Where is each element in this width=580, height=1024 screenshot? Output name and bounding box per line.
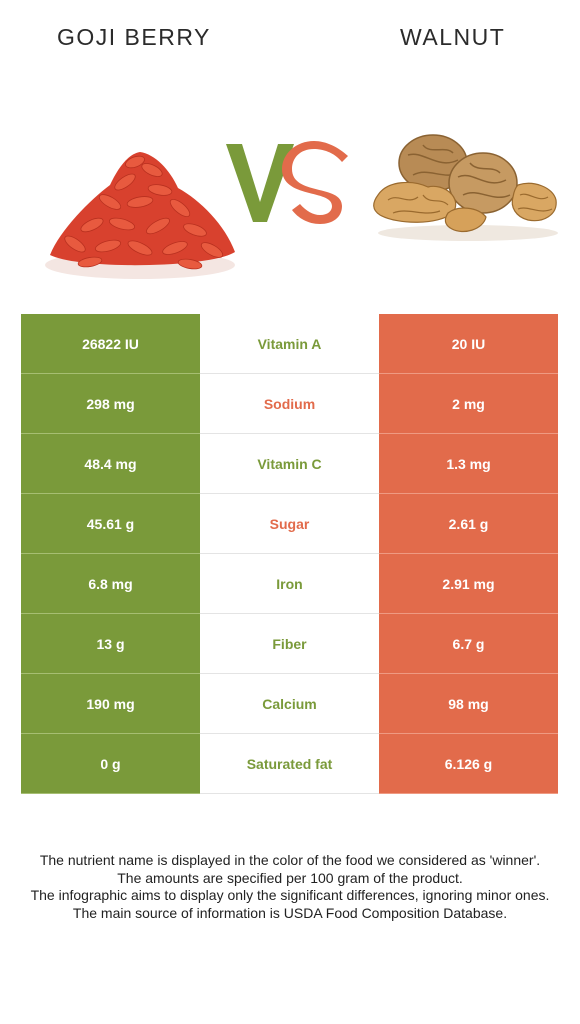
- table-row: 6.8 mg Iron 2.91 mg: [21, 554, 558, 614]
- nutrient-name: Saturated fat: [200, 734, 379, 793]
- walnut-image: [373, 134, 558, 241]
- table-row: 13 g Fiber 6.7 g: [21, 614, 558, 674]
- nutrient-name: Fiber: [200, 614, 379, 673]
- table-row: 298 mg Sodium 2 mg: [21, 374, 558, 434]
- left-value: 298 mg: [21, 374, 200, 434]
- left-value: 13 g: [21, 614, 200, 674]
- vs-lettering: [226, 141, 348, 224]
- nutrient-name: Iron: [200, 554, 379, 613]
- nutrient-name: Calcium: [200, 674, 379, 733]
- right-value: 2.61 g: [379, 494, 558, 554]
- table-row: 26822 IU Vitamin A 20 IU: [21, 314, 558, 374]
- left-value: 48.4 mg: [21, 434, 200, 494]
- footer-line-aims: The infographic aims to display only the…: [30, 887, 550, 903]
- footer-line-source: The main source of information is USDA F…: [72, 904, 508, 921]
- table-row: 48.4 mg Vitamin C 1.3 mg: [21, 434, 558, 494]
- right-value: 6.7 g: [379, 614, 558, 674]
- nutrient-name: Vitamin A: [200, 314, 379, 373]
- table-row: 190 mg Calcium 98 mg: [21, 674, 558, 734]
- left-value: 45.61 g: [21, 494, 200, 554]
- goji-berry-image: [45, 152, 235, 279]
- left-value: 190 mg: [21, 674, 200, 734]
- footer-notes: The nutrient name is displayed in the co…: [20, 852, 560, 922]
- nutrient-name: Vitamin C: [200, 434, 379, 493]
- right-value: 98 mg: [379, 674, 558, 734]
- right-value: 6.126 g: [379, 734, 558, 794]
- left-food-title: GOJI BERRY: [57, 24, 211, 50]
- footer-line-amounts: The amounts are specified per 100 gram o…: [117, 869, 463, 886]
- right-food-title: WALNUT: [400, 24, 506, 50]
- right-value: 1.3 mg: [379, 434, 558, 494]
- right-value: 2.91 mg: [379, 554, 558, 614]
- nutrient-name: Sodium: [200, 374, 379, 433]
- nutrient-name: Sugar: [200, 494, 379, 553]
- footer-line-winner: The nutrient name is displayed in the co…: [39, 852, 541, 868]
- right-value: 2 mg: [379, 374, 558, 434]
- left-value: 26822 IU: [21, 314, 200, 374]
- comparison-table: 26822 IU Vitamin A 20 IU 298 mg Sodium 2 mg 48…: [21, 314, 558, 794]
- right-value: 20 IU: [379, 314, 558, 374]
- table-row: 45.61 g Sugar 2.61 g: [21, 494, 558, 554]
- table-row: 0 g Saturated fat 6.126 g: [21, 734, 558, 794]
- left-value: 6.8 mg: [21, 554, 200, 614]
- left-value: 0 g: [21, 734, 200, 794]
